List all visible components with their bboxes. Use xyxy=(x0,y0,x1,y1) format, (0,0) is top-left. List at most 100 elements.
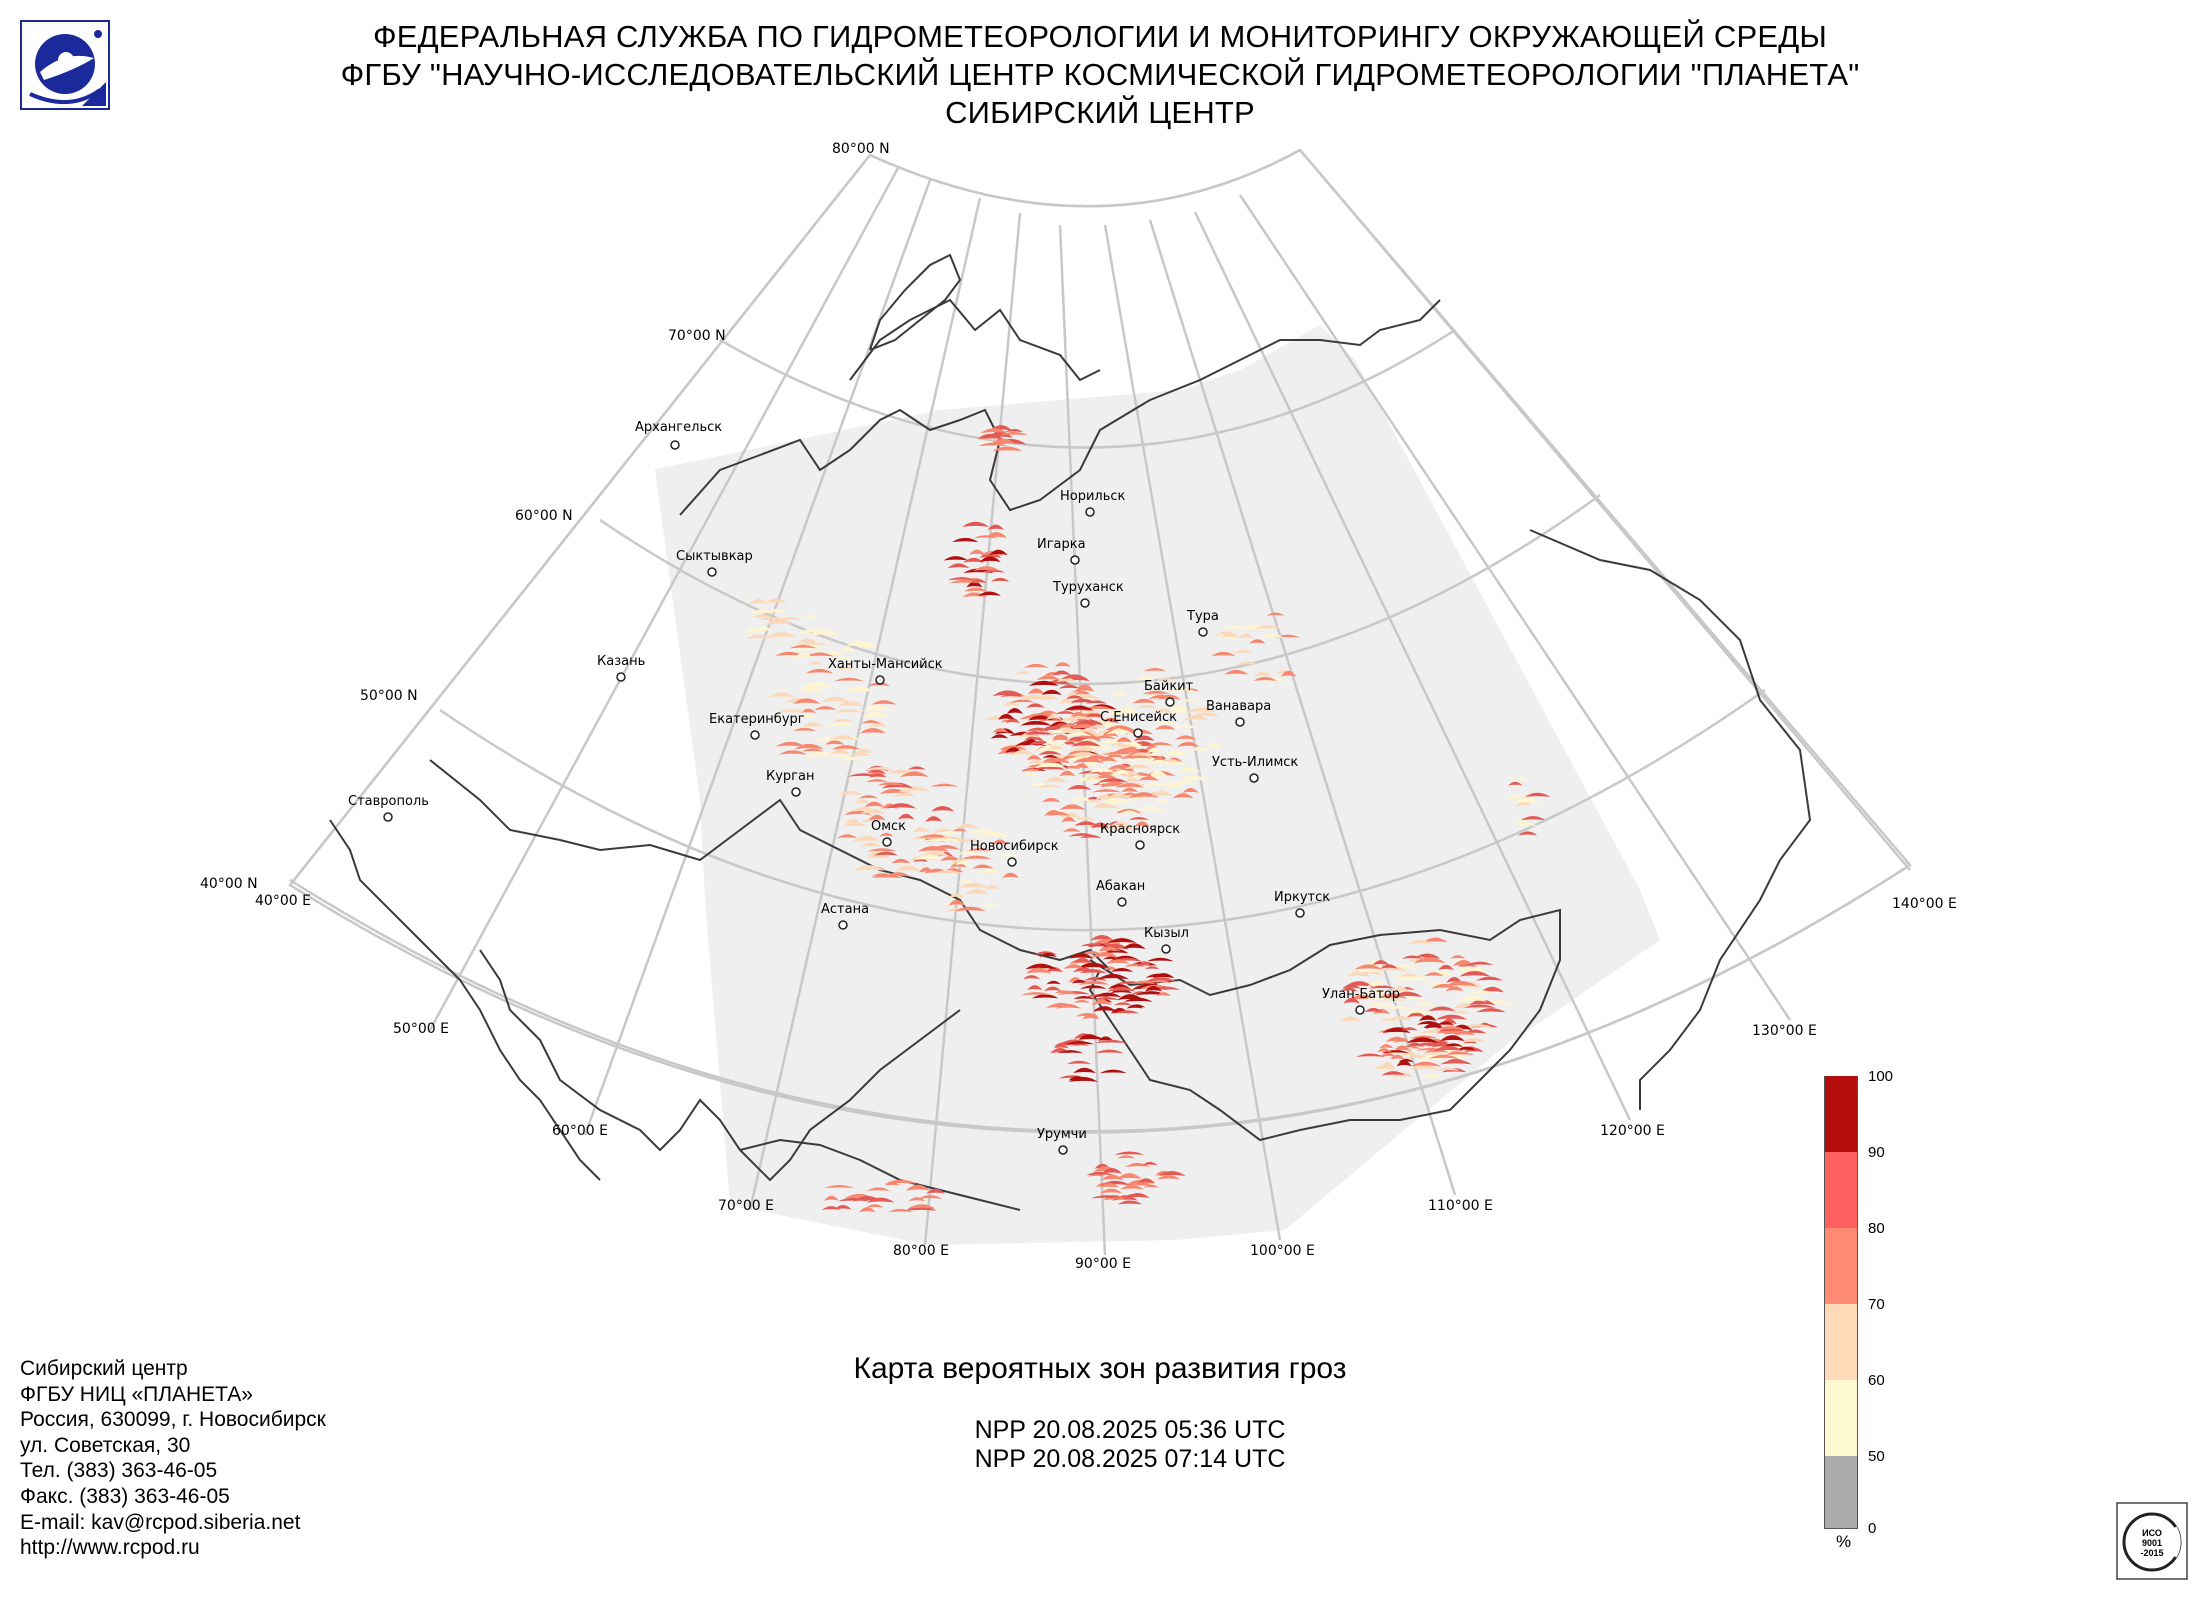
probability-mark xyxy=(833,754,854,758)
probability-mark xyxy=(1461,1037,1487,1043)
city-marker: Туруханск xyxy=(1052,580,1124,608)
probability-mark xyxy=(1381,1071,1406,1076)
city-label: Сыктывкар xyxy=(676,549,753,564)
probability-mark xyxy=(1072,967,1095,973)
legend-tick: 0 xyxy=(1868,1520,1877,1537)
probability-mark xyxy=(1186,747,1212,751)
probability-mark xyxy=(1063,705,1094,711)
probability-mark xyxy=(1107,938,1137,943)
probability-mark xyxy=(1380,1018,1398,1022)
probability-mark xyxy=(834,1205,852,1210)
probability-mark xyxy=(831,745,861,750)
legend-tick: 70 xyxy=(1868,1296,1885,1313)
probability-mark xyxy=(1175,767,1202,773)
probability-mark xyxy=(1077,962,1109,969)
probability-mark xyxy=(814,706,837,711)
header-line-3: СИБИРСКИЙ ЦЕНТР xyxy=(945,95,1255,130)
city-marker: Иркутск xyxy=(1274,890,1330,918)
graticule-label: 70°00 N xyxy=(668,328,726,344)
probability-mark xyxy=(939,856,961,862)
contact-website[interactable]: http://www.rcpod.ru xyxy=(20,1536,200,1560)
probability-mark xyxy=(1164,687,1196,692)
probability-mark xyxy=(918,867,934,873)
probability-mark xyxy=(1393,1045,1411,1051)
probability-mark xyxy=(947,577,976,581)
parallel-80n xyxy=(869,148,1301,208)
legend-swatch-50-60 xyxy=(1824,1380,1858,1456)
probability-mark xyxy=(833,709,862,713)
probability-mark xyxy=(1191,712,1220,717)
probability-mark xyxy=(885,803,917,809)
probability-mark xyxy=(839,647,856,653)
probability-mark xyxy=(1091,822,1110,829)
probability-mark xyxy=(1451,1010,1470,1014)
graticule-label: 90°00 E xyxy=(1075,1256,1131,1272)
probability-mark xyxy=(1036,675,1061,681)
city-marker: Усть-Илимск xyxy=(1212,755,1298,783)
probability-mark xyxy=(1145,977,1177,982)
probability-mark xyxy=(1074,690,1091,695)
probability-mark xyxy=(1429,1054,1459,1059)
probability-mark xyxy=(1368,1002,1399,1007)
probability-mark xyxy=(1413,1042,1445,1047)
city-label: Байкит xyxy=(1144,679,1194,694)
legend-swatch-0-50 xyxy=(1824,1456,1858,1529)
probability-mark xyxy=(1403,1009,1432,1014)
graticule-label: 130°00 E xyxy=(1752,1023,1817,1039)
probability-mark xyxy=(844,819,862,824)
probability-mark xyxy=(1162,750,1189,756)
contact-email[interactable]: E-mail: kav@rcpod.siberia.net xyxy=(20,1510,301,1534)
probability-mark xyxy=(1132,698,1156,704)
probability-mark xyxy=(912,827,930,833)
graticule-label: 140°00 E xyxy=(1892,896,1957,912)
probability-mark xyxy=(963,889,990,895)
probability-mark xyxy=(752,614,773,618)
probability-mark xyxy=(1254,671,1273,677)
probability-mark xyxy=(797,638,818,643)
probability-mark xyxy=(1178,775,1210,782)
probability-mark xyxy=(803,722,824,728)
city-label: Ханты-Мансийск xyxy=(828,657,943,672)
contact-line: Тел. (383) 363-46-05 xyxy=(20,1459,218,1483)
probability-mark xyxy=(1175,735,1197,740)
probability-mark xyxy=(1077,1035,1105,1040)
probability-mark xyxy=(1423,1073,1443,1079)
probability-mark xyxy=(871,700,897,705)
probability-mark xyxy=(1410,1061,1441,1067)
probability-mark xyxy=(789,644,817,649)
probability-mark xyxy=(1434,1026,1466,1030)
probability-mark xyxy=(837,834,858,839)
probability-mark xyxy=(1390,1054,1405,1060)
probability-mark xyxy=(1435,1014,1468,1020)
probability-mark xyxy=(1072,757,1104,764)
probability-mark xyxy=(1080,738,1099,742)
probability-mark xyxy=(1143,668,1167,672)
probability-mark xyxy=(1061,816,1076,823)
legend-tick: 100 xyxy=(1868,1068,1894,1085)
probability-mark xyxy=(1082,761,1097,767)
probability-mark xyxy=(1041,797,1061,803)
probability-mark xyxy=(866,1204,884,1208)
probability-mark xyxy=(1465,990,1496,994)
probability-mark xyxy=(1377,1048,1392,1053)
probability-mark xyxy=(1046,980,1061,985)
probability-mark xyxy=(943,556,969,561)
probability-mark xyxy=(1065,695,1084,700)
city-marker: Абакан xyxy=(1096,879,1145,907)
probability-mark xyxy=(1408,939,1433,944)
probability-mark xyxy=(989,549,1008,556)
probability-mark xyxy=(954,906,987,912)
probability-mark xyxy=(1524,792,1551,797)
probability-mark xyxy=(1027,985,1043,990)
probability-mark xyxy=(1428,1006,1456,1012)
probability-mark xyxy=(1456,967,1489,972)
probability-mark xyxy=(980,428,1008,434)
probability-mark xyxy=(967,847,992,852)
probability-mark xyxy=(1084,778,1100,783)
probability-mark xyxy=(1099,1069,1127,1074)
legend-tick: 80 xyxy=(1868,1220,1885,1237)
probability-mark xyxy=(1067,784,1092,790)
probability-mark xyxy=(895,865,920,872)
probability-mark xyxy=(1389,1006,1411,1010)
probability-mark xyxy=(803,681,833,688)
